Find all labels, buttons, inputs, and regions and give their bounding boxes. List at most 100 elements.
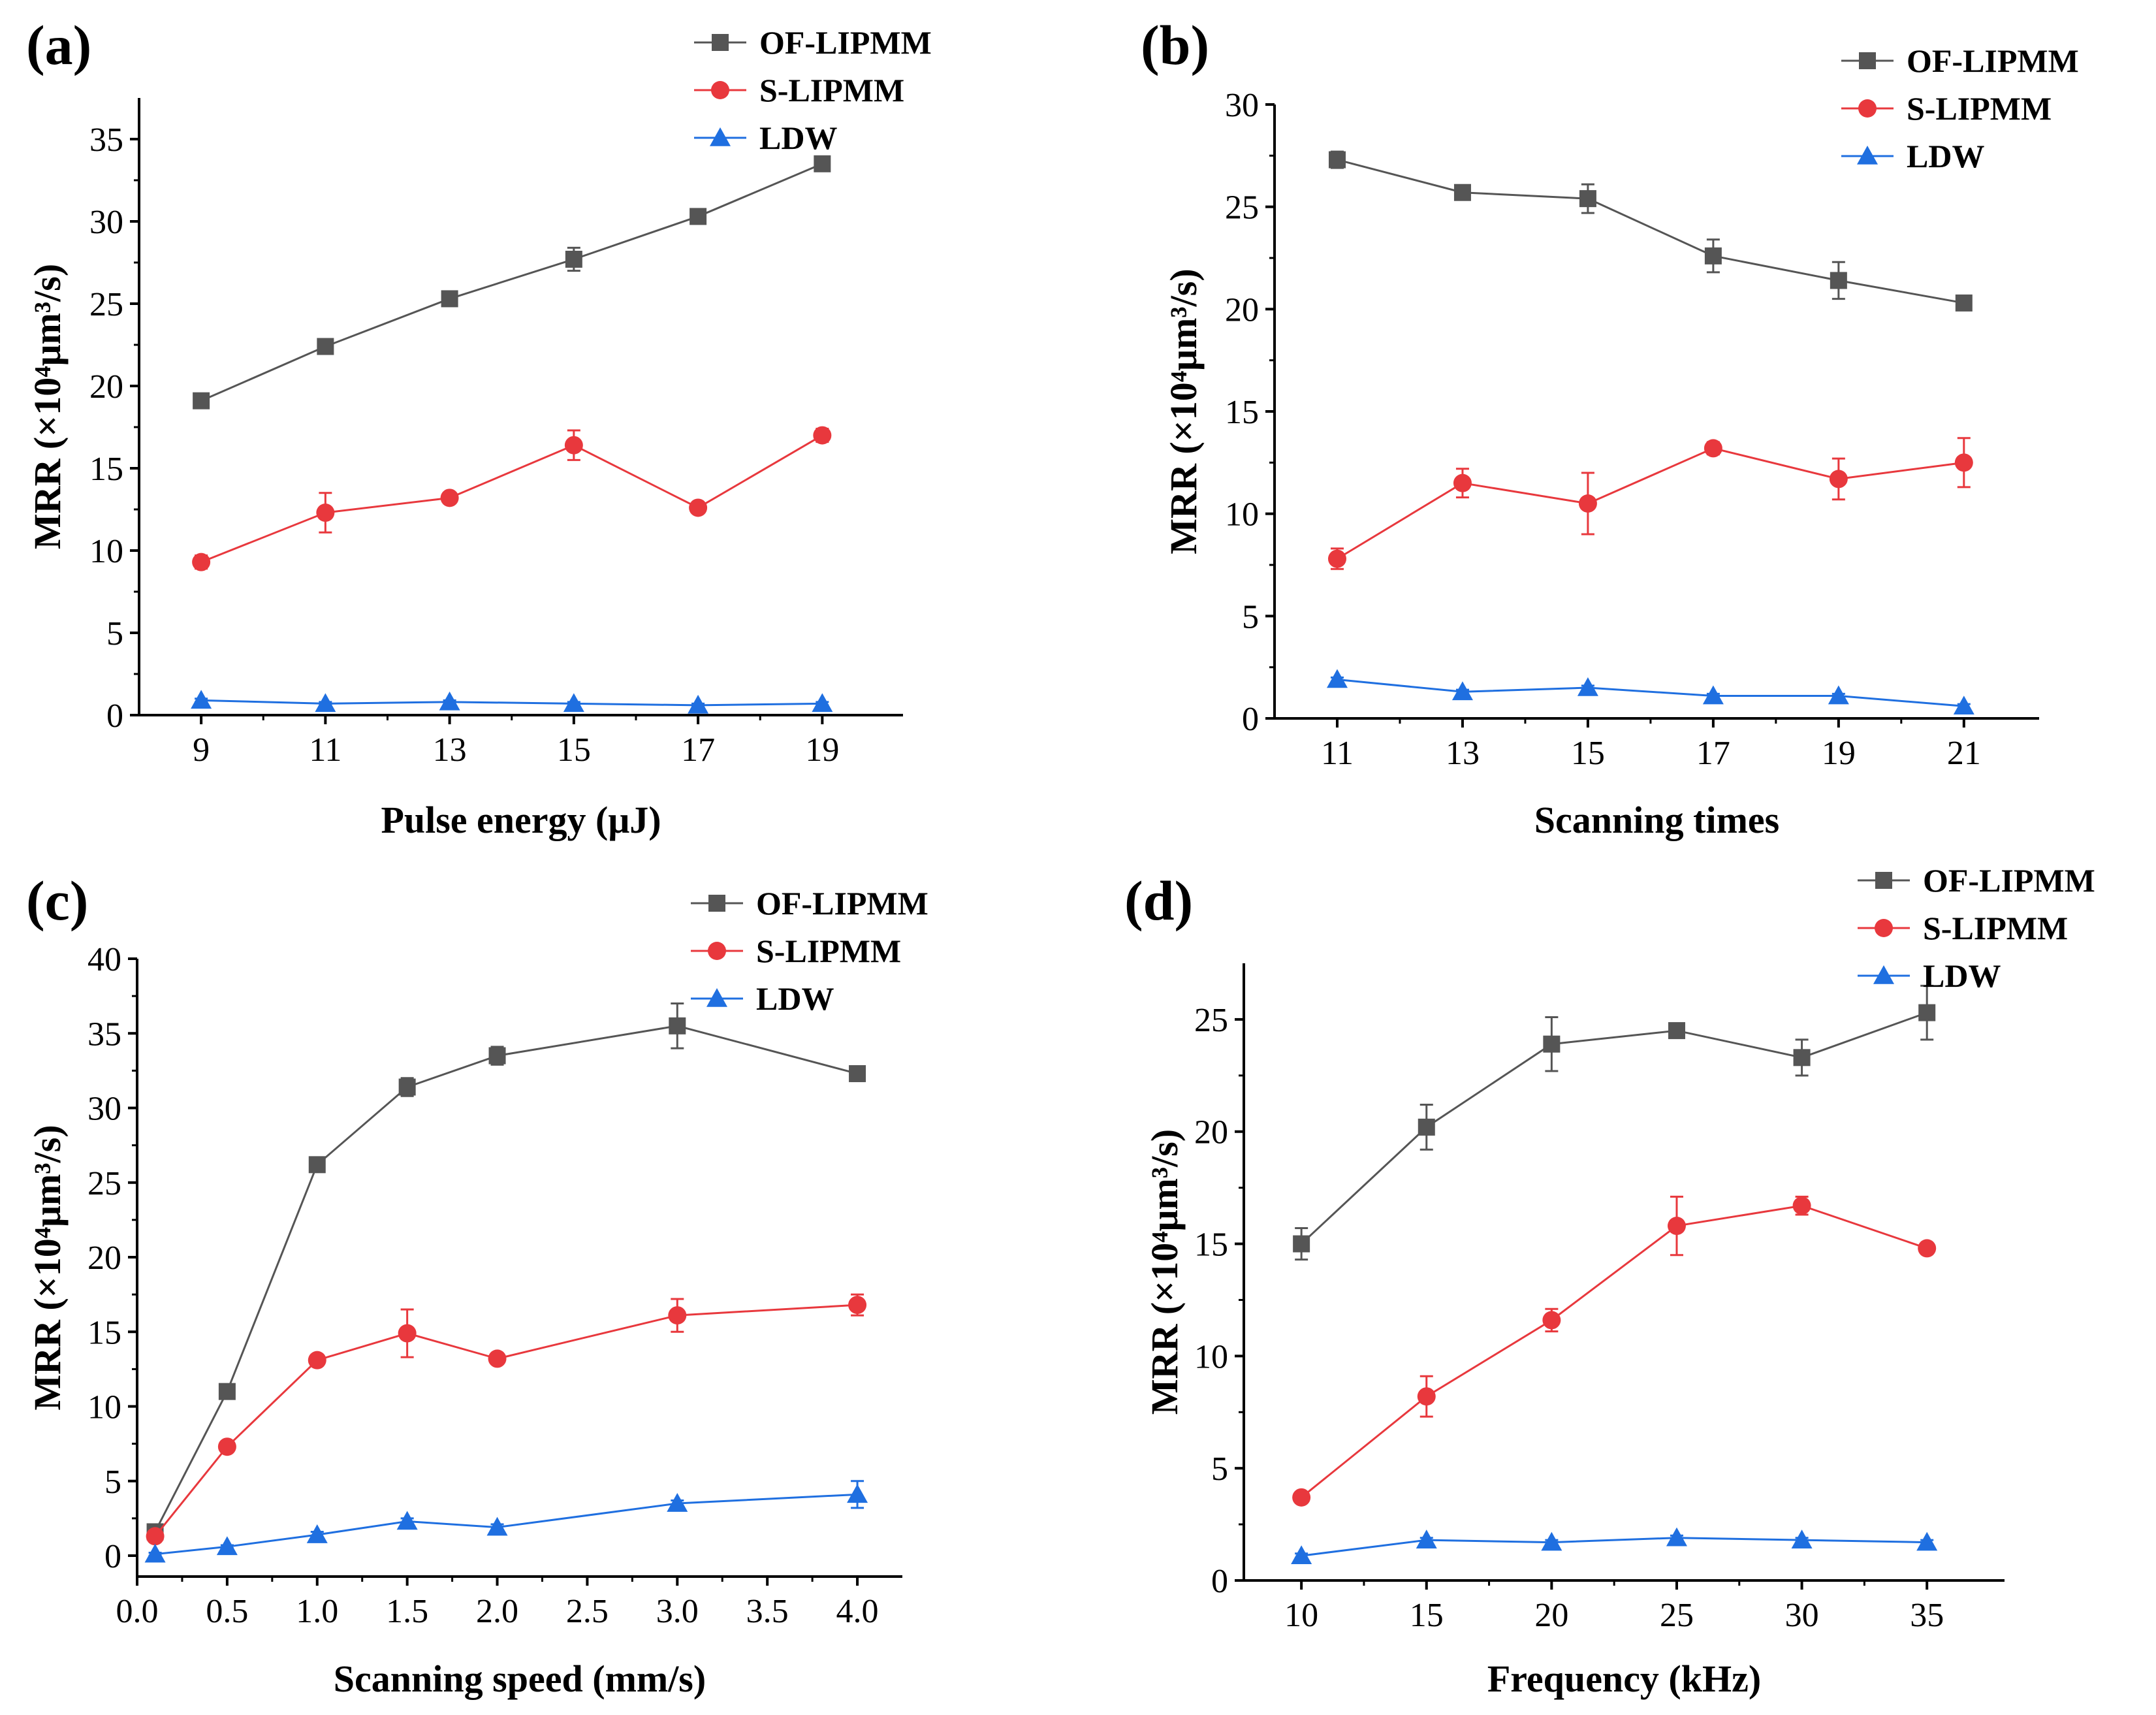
legend-label: OF-LIPMM — [1907, 42, 2079, 79]
data-point — [1327, 549, 1346, 568]
legend-marker — [708, 942, 726, 960]
data-point — [812, 693, 833, 713]
series-line — [1337, 447, 1965, 560]
data-point — [398, 1324, 417, 1343]
panel-label: (a) — [26, 14, 91, 76]
data-point — [1578, 494, 1597, 513]
series-of-lipmm — [1293, 984, 1936, 1261]
series-s-lipmm — [1292, 1195, 1937, 1507]
y-tick-label: 15 — [1194, 1226, 1228, 1264]
legend: OF-LIPMM S-LIPMM LDW — [1858, 862, 2095, 994]
data-point — [563, 693, 584, 713]
y-tick-label: 25 — [89, 286, 123, 323]
panel-label: (b) — [1141, 14, 1209, 76]
x-tick-label: 3.0 — [656, 1593, 699, 1630]
data-point — [1453, 184, 1471, 201]
y-tick-label: 15 — [1225, 394, 1259, 431]
y-tick-label: 30 — [1225, 87, 1259, 124]
data-point — [1918, 1239, 1937, 1258]
y-axis-title: MRR (×10⁴μm³/s) — [26, 264, 69, 549]
y-tick-label: 15 — [87, 1314, 121, 1351]
y-tick-label: 5 — [104, 1464, 121, 1501]
series-of-lipmm — [193, 155, 831, 409]
x-tick-label: 1.0 — [296, 1593, 338, 1630]
data-point — [1704, 247, 1722, 264]
data-point — [308, 1351, 326, 1370]
x-tick-label: 10 — [1284, 1597, 1318, 1634]
data-point — [690, 208, 707, 225]
series-ldw — [144, 1480, 868, 1563]
y-tick-label: 15 — [89, 451, 123, 488]
x-tick-label: 4.0 — [836, 1593, 879, 1630]
data-point — [1667, 1217, 1686, 1236]
y-tick-label: 0 — [104, 1538, 121, 1575]
data-point — [146, 1527, 165, 1546]
chart-panel-a: 0 5 10 15 20 25 30 35 9 11 13 15 17 19 Pulse energy (μ… — [26, 14, 932, 841]
chart-panel-d: 0 5 10 15 20 25 10 15 20 25 30 35 Frequency (kHz) MRR… — [1124, 862, 2095, 1700]
data-point — [1541, 1531, 1562, 1551]
data-point — [1293, 1235, 1310, 1253]
y-tick-label: 0 — [106, 697, 123, 735]
legend-label: LDW — [1923, 957, 2001, 994]
data-point — [193, 392, 210, 409]
y-tick-label: 10 — [89, 533, 123, 570]
data-point — [144, 1543, 166, 1563]
y-axis-title: MRR (×10⁴μm³/s) — [26, 1125, 69, 1410]
data-point — [1577, 677, 1598, 696]
x-tick-label: 19 — [805, 731, 839, 769]
data-point — [688, 694, 709, 714]
series-ldw — [1326, 669, 1974, 714]
x-tick-label: 19 — [1822, 735, 1856, 772]
legend-label: S-LIPMM — [759, 72, 904, 108]
x-tick-label: 1.5 — [386, 1593, 428, 1630]
series-line — [1301, 1204, 1927, 1499]
legend-marker — [706, 988, 727, 1007]
x-tick-label: 13 — [433, 731, 467, 769]
data-point — [1829, 470, 1848, 489]
data-point — [216, 1536, 238, 1556]
legend-marker — [710, 127, 731, 146]
y-tick-label: 5 — [106, 615, 123, 652]
series-ldw — [1291, 1527, 1938, 1564]
data-point — [1417, 1387, 1436, 1406]
data-point — [814, 155, 831, 172]
series-line — [200, 434, 823, 564]
y-tick-label: 20 — [87, 1240, 121, 1277]
x-tick-label: 17 — [681, 731, 715, 769]
data-point — [486, 1516, 508, 1536]
data-point — [396, 1511, 418, 1530]
data-point — [1955, 294, 1973, 312]
data-point — [1451, 681, 1473, 701]
data-point — [849, 1065, 866, 1082]
y-tick-label: 5 — [1211, 1451, 1228, 1488]
data-point — [564, 436, 583, 455]
legend-marker — [1873, 965, 1894, 984]
x-tick-label: 11 — [1321, 735, 1354, 772]
data-point — [488, 1349, 507, 1368]
data-point — [217, 1437, 236, 1456]
legend-label: S-LIPMM — [1923, 910, 2068, 946]
x-tick-label: 0.0 — [116, 1593, 159, 1630]
data-point — [1830, 272, 1847, 289]
data-point — [315, 693, 336, 713]
x-tick-label: 30 — [1785, 1597, 1819, 1634]
y-axis-title: MRR (×10⁴μm³/s) — [1162, 268, 1205, 554]
legend-marker — [711, 81, 729, 99]
data-point — [1828, 685, 1849, 705]
series-ldw — [191, 690, 833, 714]
data-point — [316, 504, 335, 522]
data-point — [565, 250, 582, 268]
x-tick-label: 15 — [1410, 1597, 1444, 1634]
data-point — [848, 1296, 867, 1315]
data-point — [1918, 1004, 1936, 1021]
legend-label: LDW — [756, 980, 834, 1017]
series-line — [1337, 159, 1965, 304]
legend-marker — [1857, 146, 1878, 165]
legend-label: OF-LIPMM — [1923, 862, 2095, 899]
series-s-lipmm — [192, 426, 832, 571]
x-axis-title: Scanning speed (mm/s) — [334, 1658, 706, 1700]
data-point — [813, 426, 832, 445]
data-point — [1668, 1022, 1685, 1040]
data-point — [1954, 453, 1973, 472]
